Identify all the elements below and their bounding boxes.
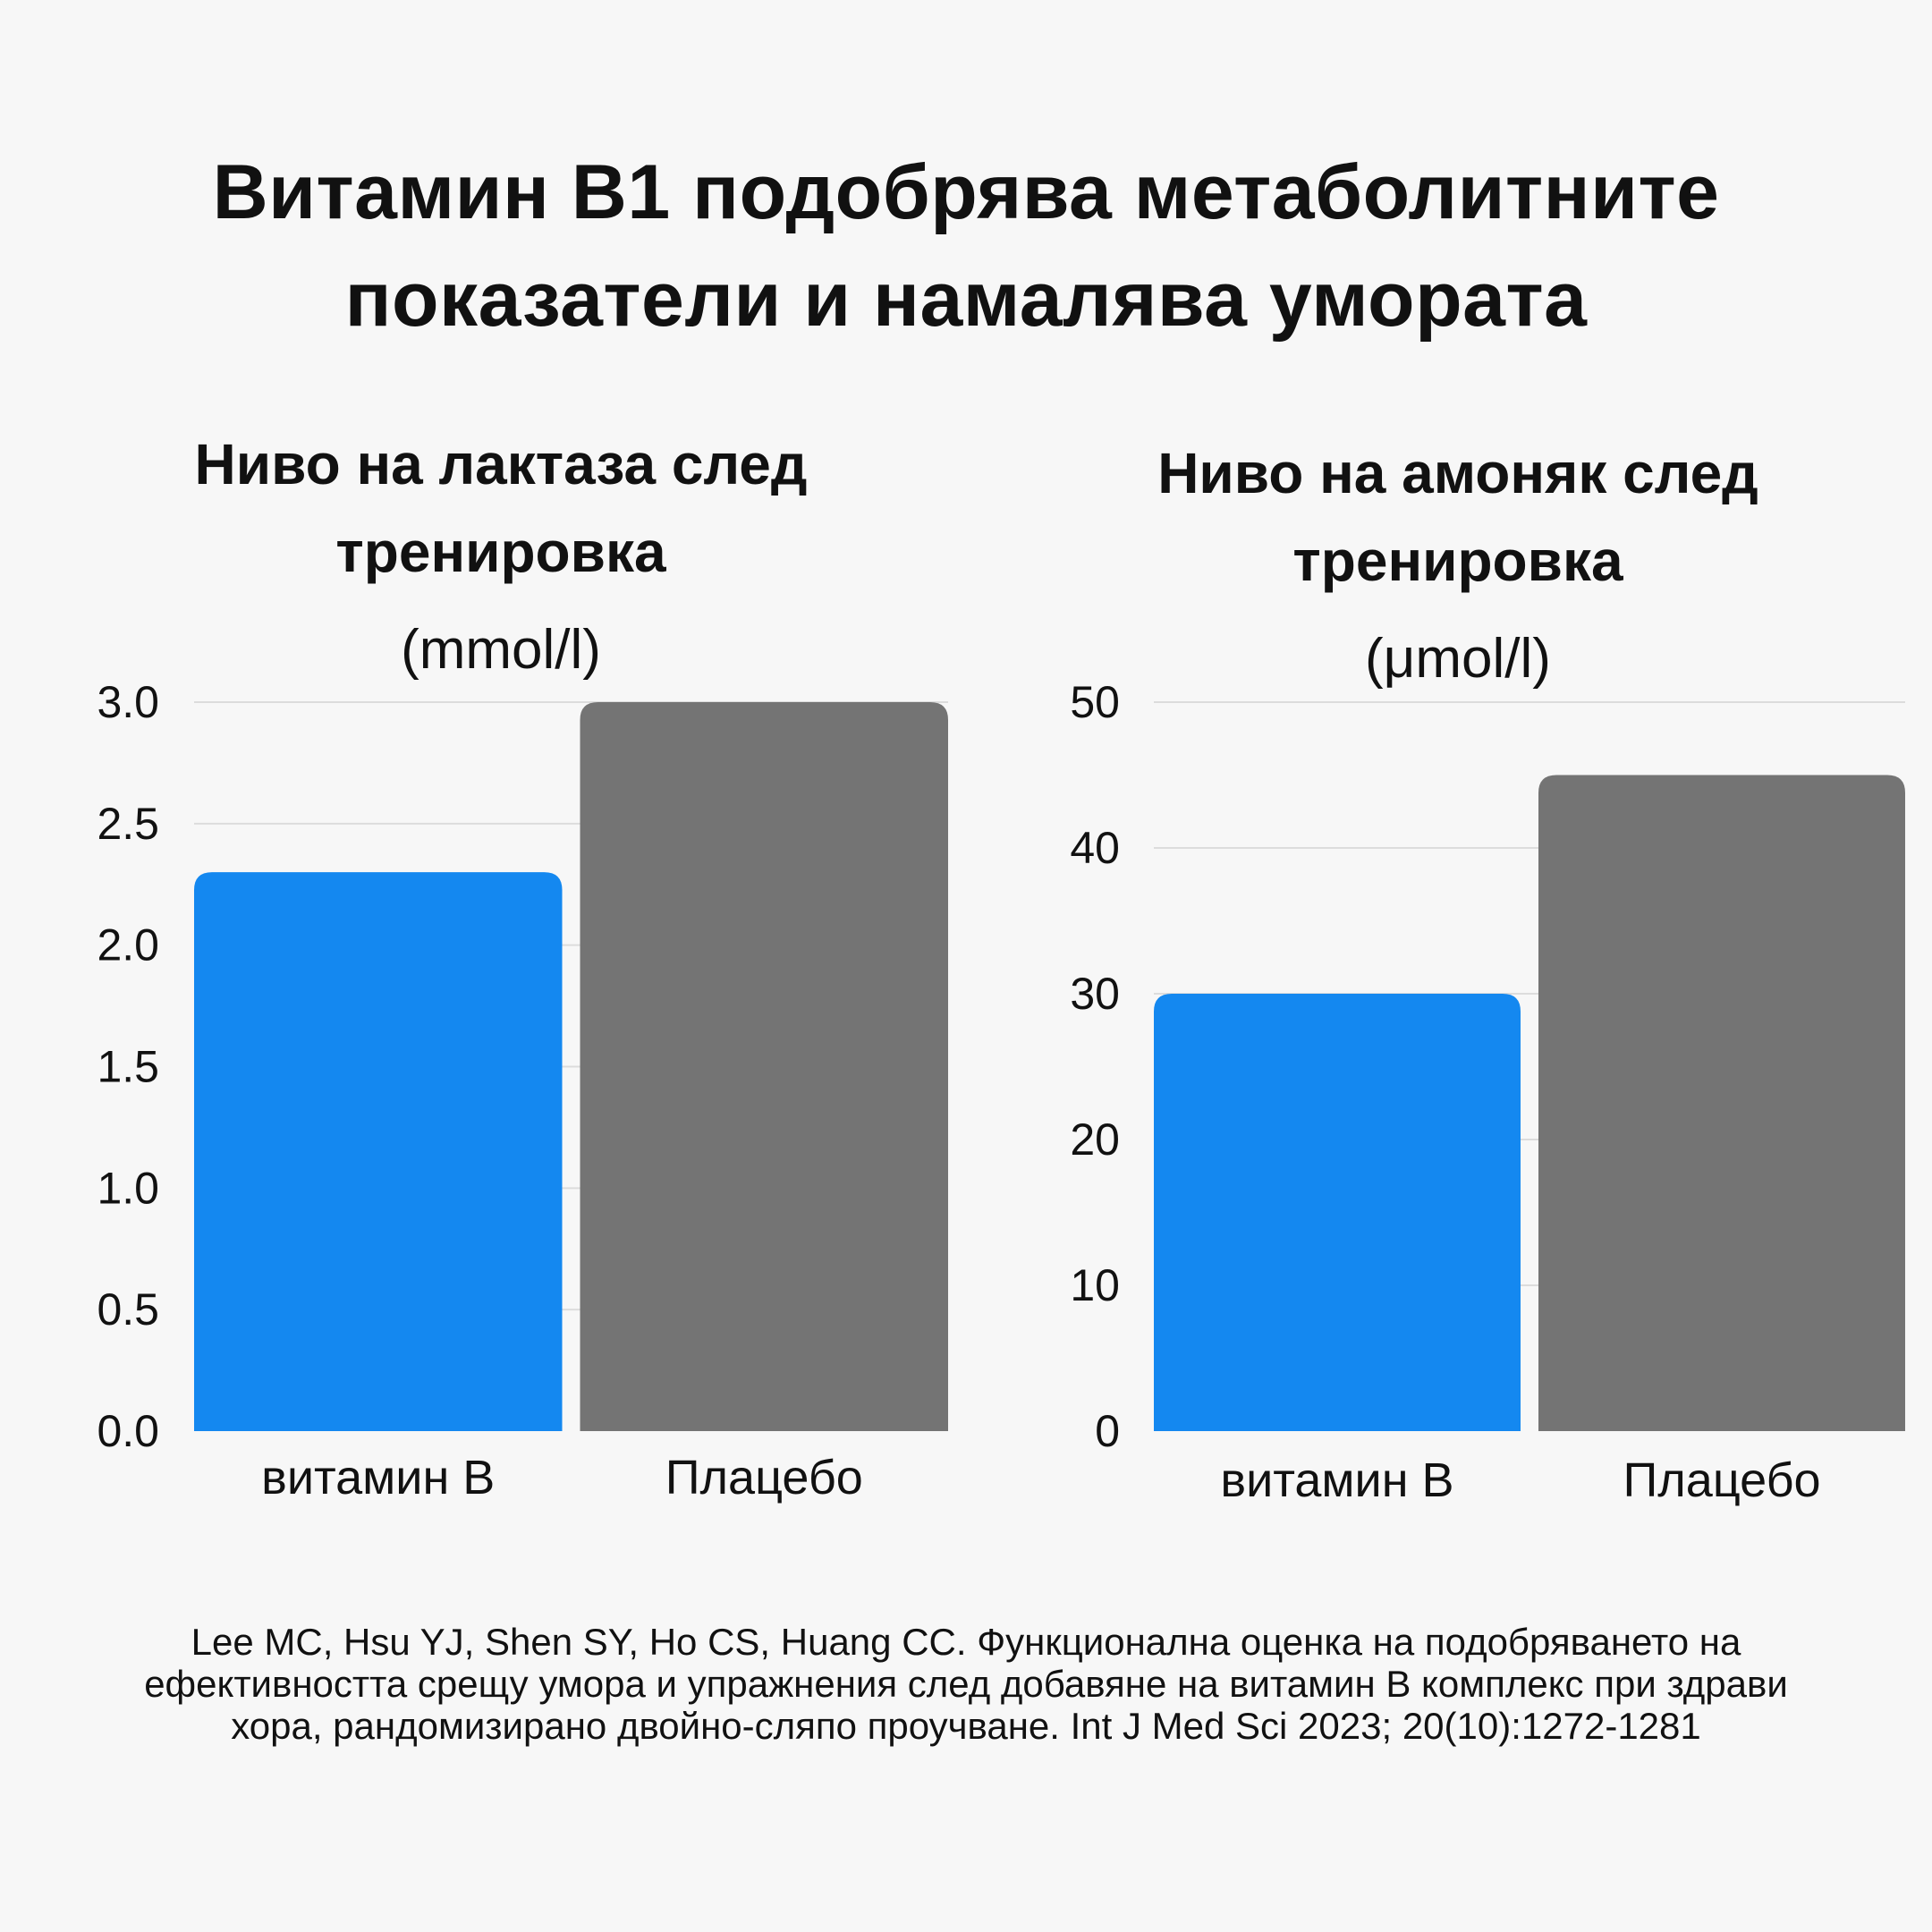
lactate-y-tick-label: 3.0 bbox=[97, 677, 159, 727]
citation: Lee MC, Hsu YJ, Shen SY, Ho CS, Huang CC… bbox=[144, 1621, 1788, 1747]
ammonia-chart-title-line-1: Ниво на амоняк след bbox=[1157, 441, 1758, 505]
lactate-bar-placebo bbox=[580, 702, 948, 1431]
ammonia-y-tick-label: 50 bbox=[1070, 677, 1120, 727]
ammonia-bar-vitamin bbox=[1154, 994, 1521, 1431]
ammonia-y-tick-label: 0 bbox=[1095, 1406, 1120, 1456]
ammonia-y-tick-label: 20 bbox=[1070, 1114, 1120, 1165]
lactate-chart: Ниво на лактаза след тренировка (mmol/l)… bbox=[54, 420, 948, 1583]
lactate-y-tick-label: 0.0 bbox=[97, 1406, 159, 1456]
lactate-chart-title-line-2: тренировка bbox=[335, 520, 666, 584]
lactate-chart-title-line-1: Ниво на лактаза след bbox=[194, 432, 808, 496]
ammonia-category-label: Плацебо bbox=[1623, 1453, 1820, 1507]
ammonia-y-tick-label: 30 bbox=[1070, 969, 1120, 1019]
ammonia-bar-placebo bbox=[1538, 775, 1905, 1431]
ammonia-category-label: витамин В bbox=[1220, 1453, 1453, 1507]
lactate-category-label: Плацебо bbox=[665, 1451, 863, 1504]
lactate-y-tick-label: 2.5 bbox=[97, 799, 159, 849]
ammonia-chart: Ниво на амоняк след тренировка (μmol/l) … bbox=[1011, 420, 1905, 1583]
page-title-line-1: Витамин В1 подобрява метаболитните bbox=[212, 149, 1720, 235]
ammonia-chart-title-line-2: тренировка bbox=[1292, 529, 1623, 593]
lactate-y-tick-label: 1.0 bbox=[97, 1163, 159, 1213]
lactate-category-label: витамин В bbox=[261, 1451, 495, 1504]
ammonia-chart-title: Ниво на амоняк след тренировка bbox=[1011, 429, 1905, 605]
page-title-line-2: показатели и намалява умората bbox=[344, 257, 1588, 343]
lactate-chart-title: Ниво на лактаза след тренировка bbox=[54, 420, 948, 596]
ammonia-chart-unit: (μmol/l) bbox=[1365, 628, 1551, 690]
lactate-bar-vitamin bbox=[194, 872, 563, 1431]
page-title: Витамин В1 подобрява метаболитните показ… bbox=[72, 139, 1860, 353]
lactate-y-tick-label: 2.0 bbox=[97, 920, 159, 970]
ammonia-y-tick-label: 40 bbox=[1070, 823, 1120, 873]
lactate-chart-unit: (mmol/l) bbox=[401, 619, 601, 681]
lactate-y-tick-label: 1.5 bbox=[97, 1042, 159, 1092]
lactate-y-tick-label: 0.5 bbox=[97, 1284, 159, 1335]
ammonia-y-tick-label: 10 bbox=[1070, 1260, 1120, 1310]
lactate-chart-plot: 0.0 0.5 1.0 1.5 2.0 2.5 3.0 витамин В Плацебо bbox=[97, 677, 948, 1504]
ammonia-chart-plot: 0 10 20 30 40 50 витамин В Плацебо bbox=[1070, 677, 1905, 1507]
